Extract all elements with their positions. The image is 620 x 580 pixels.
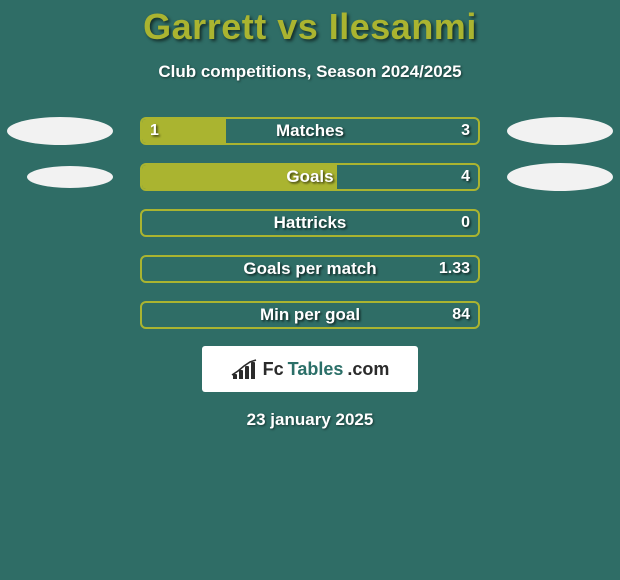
- stat-bar: Matches13: [140, 117, 480, 145]
- stat-value-right: 3: [461, 122, 470, 140]
- stat-bar-fill: [142, 165, 337, 189]
- subtitle: Club competitions, Season 2024/2025: [0, 62, 620, 82]
- player-ellipse-left: [27, 166, 113, 188]
- stat-row: Hattricks0: [0, 208, 620, 238]
- stat-row: Min per goal84: [0, 300, 620, 330]
- stat-bar: Goals4: [140, 163, 480, 191]
- stat-bar-fill: [142, 119, 226, 143]
- stat-value-right: 0: [461, 214, 470, 232]
- stat-bar: Goals per match1.33: [140, 255, 480, 283]
- stat-value-right: 84: [452, 306, 470, 324]
- page-title: Garrett vs Ilesanmi: [0, 6, 620, 48]
- logo-text-fc: Fc: [263, 359, 284, 380]
- stat-row: Goals per match1.33: [0, 254, 620, 284]
- stat-bar: Hattricks0: [140, 209, 480, 237]
- stat-bar: Min per goal84: [140, 301, 480, 329]
- stat-row: Matches13: [0, 116, 620, 146]
- logo-chart-icon: [231, 359, 257, 379]
- stat-row: Goals4: [0, 162, 620, 192]
- logo-trend-line-icon: [231, 359, 257, 379]
- player-ellipse-left: [7, 117, 113, 145]
- comparison-card: Garrett vs Ilesanmi Club competitions, S…: [0, 0, 620, 580]
- stat-label: Goals per match: [142, 259, 478, 279]
- stat-label: Hattricks: [142, 213, 478, 233]
- stats-area: Matches13 Goals4 Hattricks0 Goals per match…: [0, 116, 620, 330]
- stat-value-right: 4: [461, 168, 470, 186]
- player-ellipse-right: [507, 163, 613, 191]
- stat-value-right: 1.33: [439, 260, 470, 278]
- date-label: 23 january 2025: [0, 410, 620, 430]
- fctables-logo: FcTables.com: [202, 346, 418, 392]
- logo-text-tables: Tables: [288, 359, 344, 380]
- logo-text-com: .com: [347, 359, 389, 380]
- stat-label: Min per goal: [142, 305, 478, 325]
- player-ellipse-right: [507, 117, 613, 145]
